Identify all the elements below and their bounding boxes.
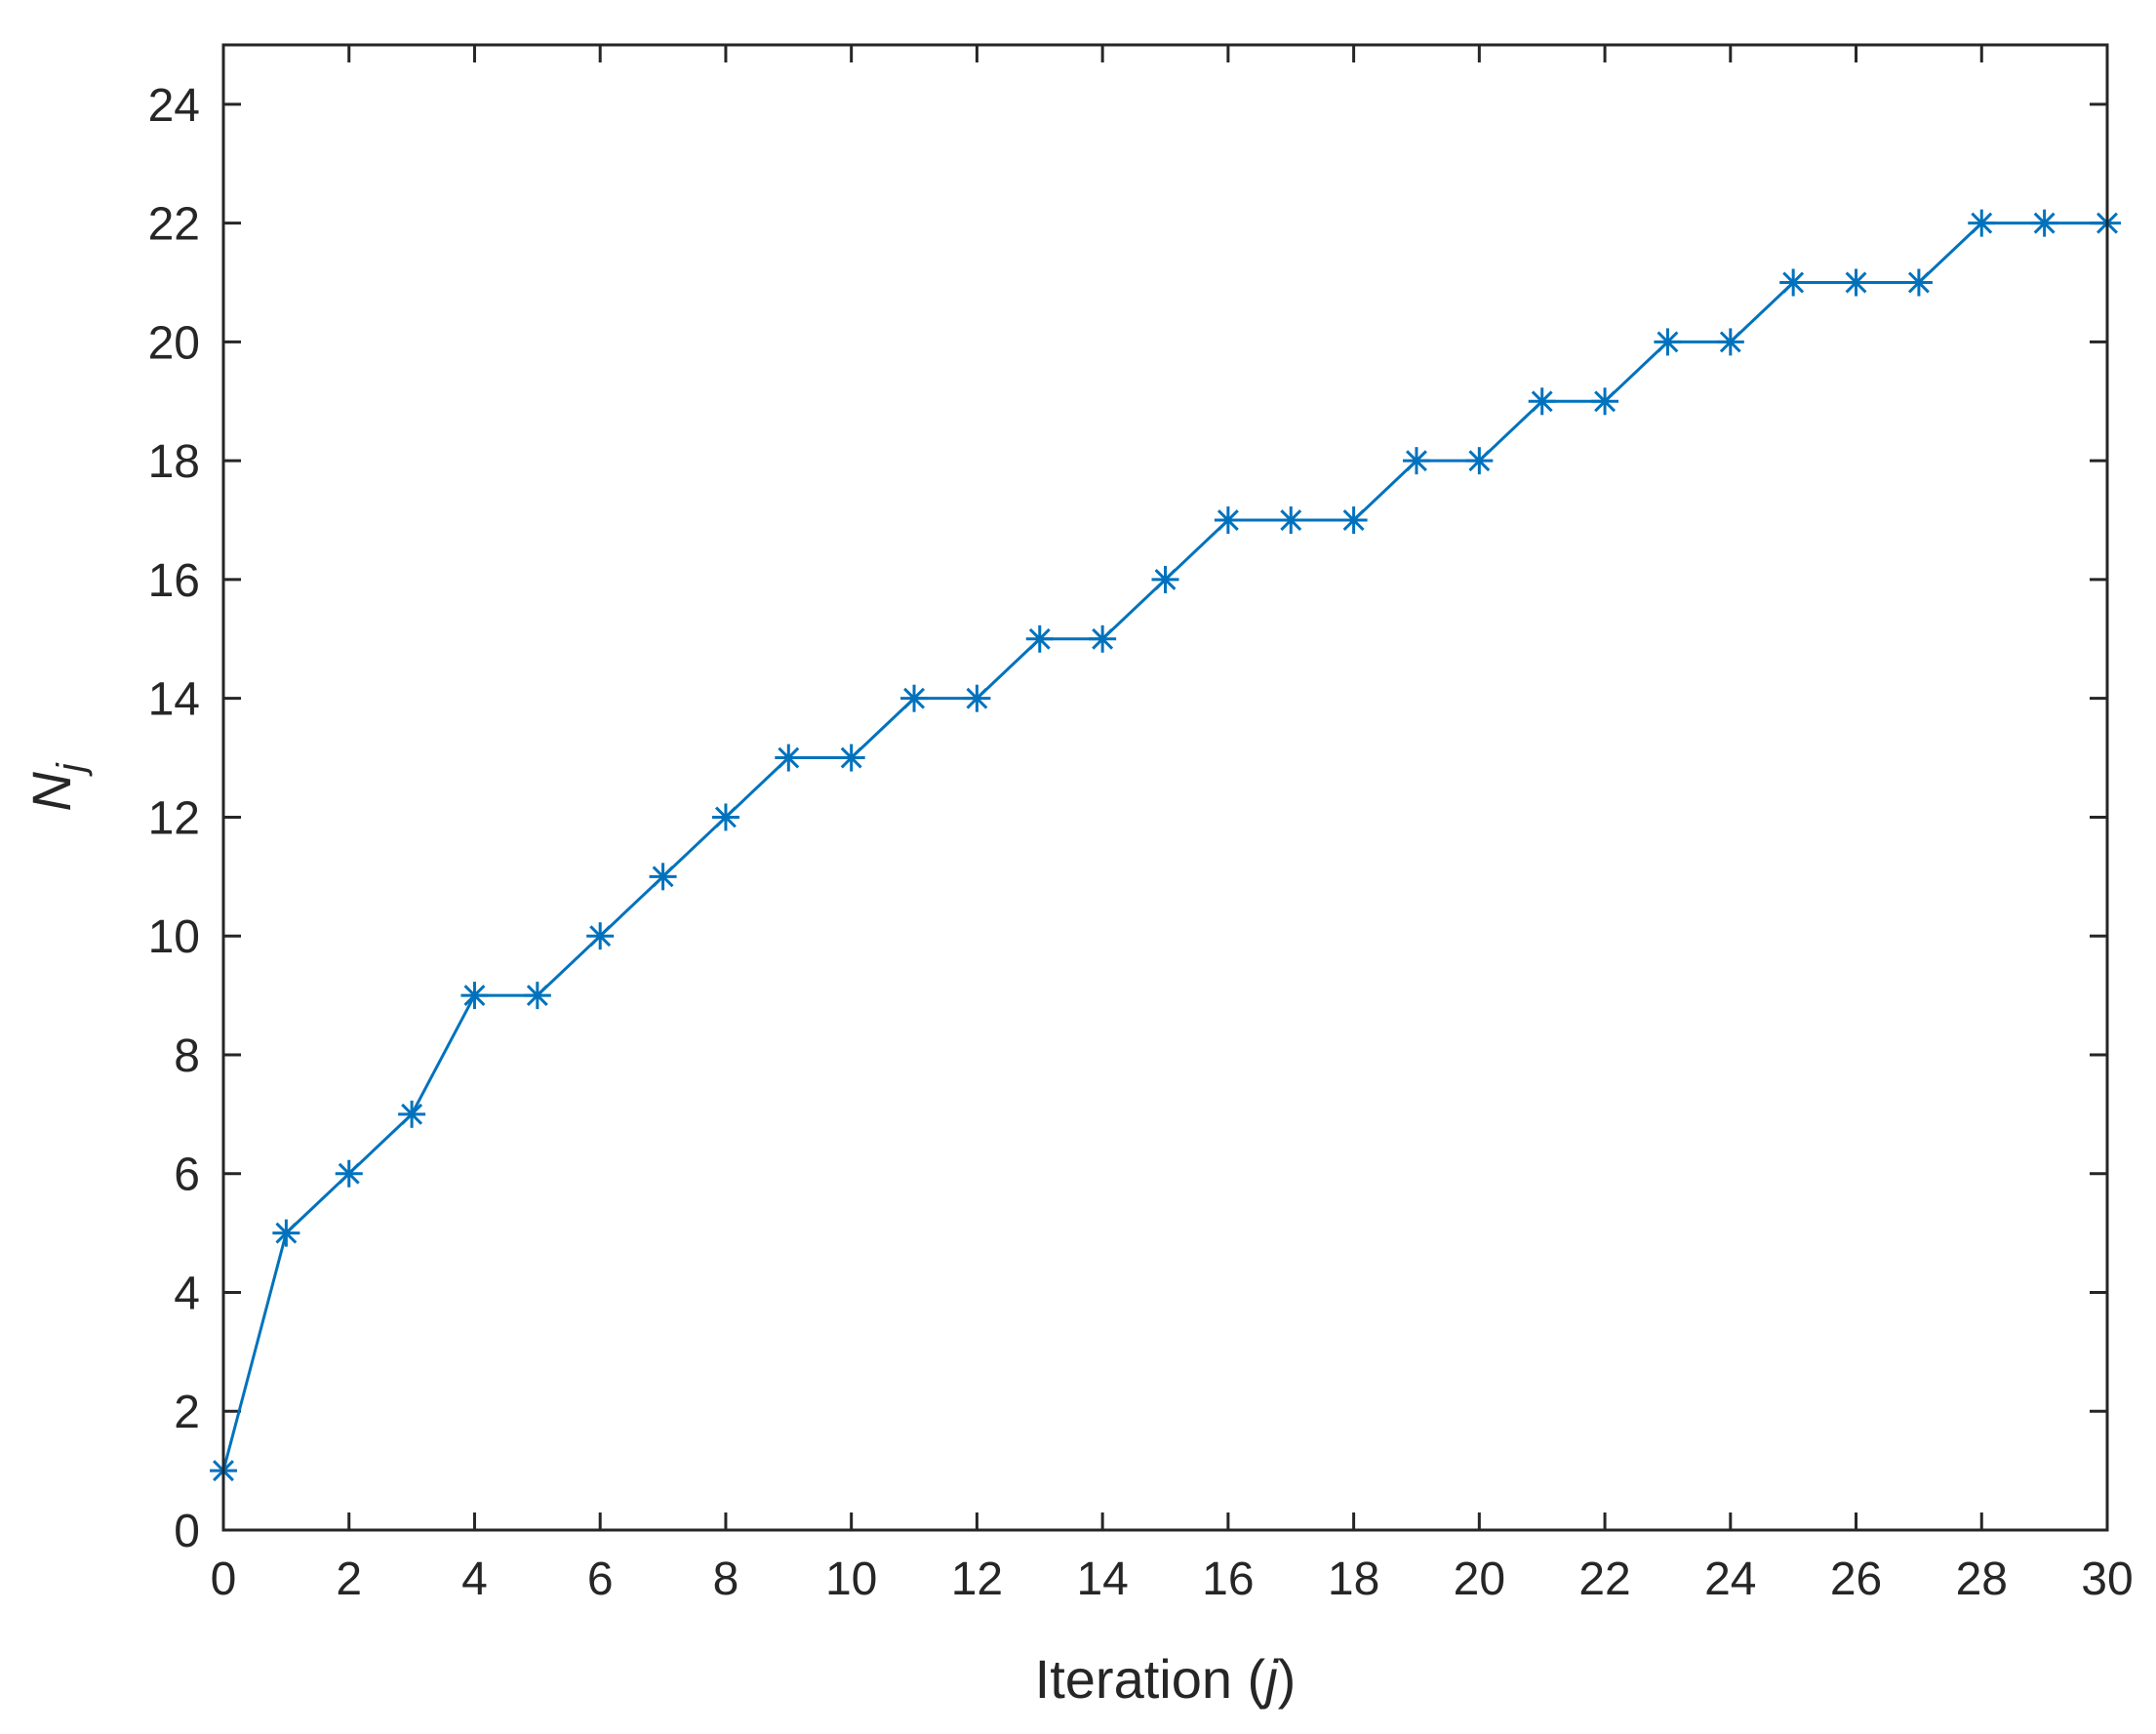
data-point [837, 744, 865, 772]
data-point [1151, 565, 1179, 593]
y-tick-label: 2 [174, 1387, 200, 1438]
axes-box [221, 43, 2109, 1532]
data-point [1465, 447, 1494, 475]
y-tick-label: 20 [148, 317, 200, 369]
data-point [900, 684, 929, 712]
y-tick-label: 22 [148, 199, 200, 251]
x-tick-label: 10 [825, 1553, 877, 1605]
y-axis-label-base: N [20, 772, 82, 812]
y-tick-label: 8 [174, 1030, 200, 1082]
x-tick-label: 18 [1328, 1553, 1379, 1605]
x-tick-label: 22 [1578, 1553, 1630, 1605]
data-point [1842, 268, 1870, 297]
x-tick-label: 8 [713, 1553, 739, 1605]
series-layer [210, 209, 2121, 1485]
data-point [1779, 268, 1808, 297]
x-axis-label-suffix: ) [1278, 1648, 1297, 1710]
y-tick-label: 16 [148, 555, 200, 607]
axis-ticks [221, 45, 2109, 1532]
data-point [963, 684, 991, 712]
data-point [1402, 447, 1430, 475]
y-tick-label: 18 [148, 436, 200, 488]
x-tick-label: 14 [1076, 1553, 1128, 1605]
data-point [1277, 506, 1305, 535]
tick-labels: 0 2 4 6 8 10 12 14 16 18 20 22 24 26 28 300246810121416… [148, 80, 2134, 1605]
x-tick-label: 30 [2081, 1553, 2133, 1605]
y-axis-label: Nj [20, 762, 93, 811]
x-tick-label: 24 [1704, 1553, 1756, 1605]
y-tick-label: 14 [148, 674, 200, 726]
data-point [1968, 209, 1996, 237]
x-tick-label: 26 [1830, 1553, 1882, 1605]
x-tick-label: 4 [461, 1553, 488, 1605]
data-point [1089, 625, 1117, 653]
y-tick-label: 24 [148, 80, 200, 132]
x-tick-label: 12 [951, 1553, 1003, 1605]
data-point [1904, 268, 1933, 297]
data-point [523, 982, 551, 1010]
x-tick-label: 20 [1454, 1553, 1505, 1605]
x-axis-label: Iteration (j) [1035, 1648, 1297, 1710]
data-point [460, 982, 489, 1010]
x-tick-label: 28 [1956, 1553, 2008, 1605]
plot-area [223, 45, 2107, 1530]
x-tick-label: 2 [336, 1553, 362, 1605]
y-tick-label: 10 [148, 911, 200, 963]
data-point [1528, 387, 1556, 416]
x-tick-label: 16 [1202, 1553, 1254, 1605]
y-tick-label: 0 [174, 1506, 200, 1557]
y-tick-label: 4 [174, 1268, 200, 1319]
data-point [711, 803, 739, 831]
data-point [1025, 625, 1054, 653]
data-point [1339, 506, 1368, 535]
data-point [1716, 328, 1744, 356]
data-point [272, 1219, 300, 1247]
x-tick-label: 6 [587, 1553, 614, 1605]
y-tick-label: 12 [148, 792, 200, 844]
data-point [649, 863, 677, 891]
data-point [2030, 209, 2058, 237]
x-axis-label-prefix: Iteration ( [1035, 1648, 1266, 1710]
data-point [1214, 506, 1242, 535]
y-tick-label: 6 [174, 1149, 200, 1201]
data-point [1654, 328, 1682, 356]
data-point [398, 1100, 426, 1128]
data-point [1591, 387, 1619, 416]
data-point [586, 922, 615, 950]
data-point [775, 744, 803, 772]
data-point [335, 1159, 363, 1188]
x-tick-label: 0 [211, 1553, 237, 1605]
